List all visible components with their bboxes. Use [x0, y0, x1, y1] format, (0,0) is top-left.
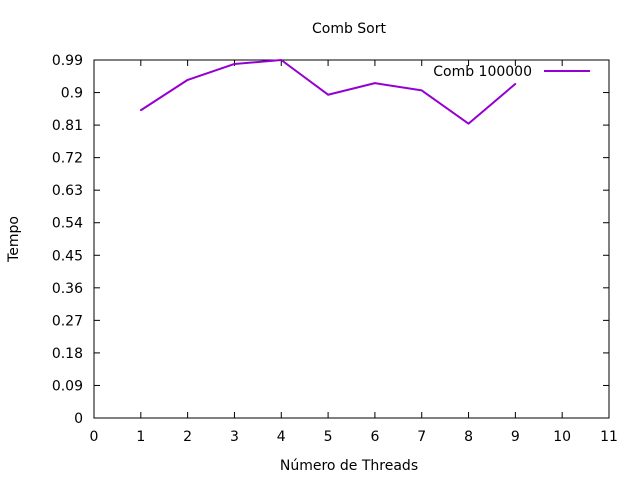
x-tick-label: 5 [324, 429, 333, 445]
y-axis: 0 0.09 0.18 0.27 0.36 0.45 0.54 0.63 0.72 0.81 0.9… [52, 53, 609, 427]
y-tick-label: 0.18 [52, 346, 83, 362]
y-tick-label: 0.9 [61, 86, 83, 102]
y-tick-label: 0.81 [52, 118, 83, 134]
x-tick-label: 0 [90, 429, 99, 445]
legend: Comb 100000 [433, 64, 590, 80]
x-tick-label: 7 [417, 429, 426, 445]
data-point [467, 122, 470, 125]
y-tick-label: 0.72 [52, 151, 83, 167]
x-tick-label: 10 [553, 429, 571, 445]
y-tick-label: 0.63 [52, 183, 83, 199]
plot-frame [93, 59, 610, 419]
x-tick-label: 4 [277, 429, 286, 445]
chart-title: Comb Sort [312, 21, 387, 37]
y-tick-label: 0.09 [52, 378, 83, 394]
data-point [280, 59, 283, 61]
y-tick-label: 0.27 [52, 313, 83, 329]
x-tick-label: 9 [511, 429, 520, 445]
data-point [186, 78, 189, 81]
data-point [374, 82, 376, 85]
y-tick-label: 0.54 [52, 216, 83, 232]
x-tick-label: 2 [183, 429, 192, 445]
series-group [139, 59, 517, 125]
x-tick-label: 1 [136, 429, 145, 445]
legend-label: Comb 100000 [433, 64, 532, 80]
x-axis: 0 1 2 3 4 5 6 7 8 9 10 11 [90, 60, 618, 445]
data-point [420, 89, 423, 92]
y-tick-label: 0.36 [52, 281, 83, 297]
x-tick-label: 3 [230, 429, 239, 445]
data-point [139, 109, 142, 112]
y-axis-label: Tempo [6, 216, 22, 263]
y-tick-label: 0 [74, 411, 83, 427]
y-tick-label: 0.99 [52, 53, 83, 69]
data-point [514, 82, 517, 85]
x-tick-label: 6 [370, 429, 379, 445]
data-point [233, 63, 236, 65]
x-tick-label: 11 [600, 429, 618, 445]
data-point [327, 93, 329, 96]
y-tick-label: 0.45 [52, 248, 83, 264]
x-axis-label: Número de Threads [280, 458, 418, 474]
x-tick-label: 8 [464, 429, 473, 445]
